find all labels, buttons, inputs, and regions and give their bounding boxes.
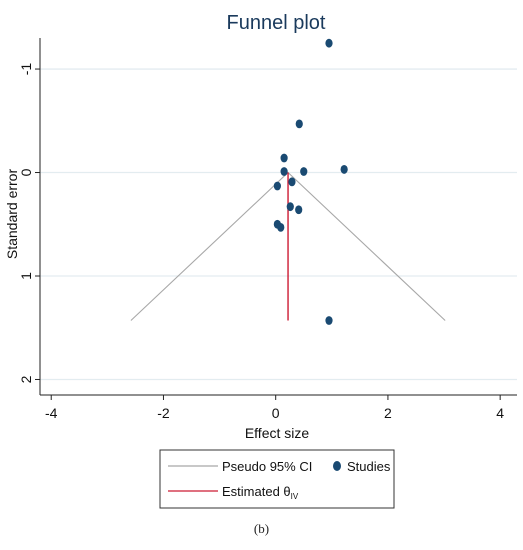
y-tick-label-1: 0 bbox=[18, 168, 34, 176]
legend-studies-marker bbox=[333, 461, 341, 471]
y-tick-label-2: 1 bbox=[18, 272, 34, 280]
x-tick-label-3: 2 bbox=[384, 405, 392, 421]
legend: Pseudo 95% CI Studies Estimated θIV bbox=[159, 449, 395, 509]
study-point-3 bbox=[340, 165, 348, 174]
study-point-12 bbox=[325, 316, 333, 325]
y-tick-label-3: 2 bbox=[18, 375, 34, 383]
study-point-8 bbox=[286, 202, 294, 212]
study-point-0 bbox=[325, 38, 333, 48]
x-axis-label: Effect size bbox=[245, 425, 310, 441]
legend-box bbox=[159, 449, 395, 509]
chart-title: Funnel plot bbox=[227, 12, 326, 34]
x-tick-label-4: 4 bbox=[496, 405, 504, 421]
gridlines bbox=[40, 68, 517, 381]
legend-estimate-subscript: IV bbox=[291, 492, 299, 501]
study-point-4 bbox=[300, 167, 308, 176]
study-point-6 bbox=[288, 177, 296, 187]
study-points bbox=[273, 38, 348, 325]
study-point-11 bbox=[277, 222, 285, 232]
y-axis-label: Standard error bbox=[4, 169, 20, 260]
legend-estimate-label: Estimated θIV bbox=[222, 484, 299, 501]
y-tick-label-0: -1 bbox=[18, 63, 34, 76]
legend-ci-label: Pseudo 95% CI bbox=[222, 459, 312, 474]
x-tick-label-0: -4 bbox=[45, 405, 58, 421]
study-point-5 bbox=[280, 167, 288, 176]
axes bbox=[35, 38, 517, 400]
study-point-2 bbox=[280, 153, 288, 163]
legend-estimate-text: Estimated θ bbox=[222, 484, 291, 499]
study-point-1 bbox=[295, 119, 303, 129]
study-point-9 bbox=[295, 205, 303, 215]
x-tick-labels: -4 -2 0 2 4 bbox=[45, 405, 504, 421]
x-tick-label-2: 0 bbox=[272, 405, 280, 421]
legend-studies-label: Studies bbox=[347, 459, 391, 474]
y-tick-labels: -1 0 1 2 bbox=[18, 63, 34, 384]
x-tick-label-1: -2 bbox=[157, 405, 170, 421]
figure-caption: (b) bbox=[253, 521, 270, 536]
study-point-7 bbox=[273, 181, 281, 191]
